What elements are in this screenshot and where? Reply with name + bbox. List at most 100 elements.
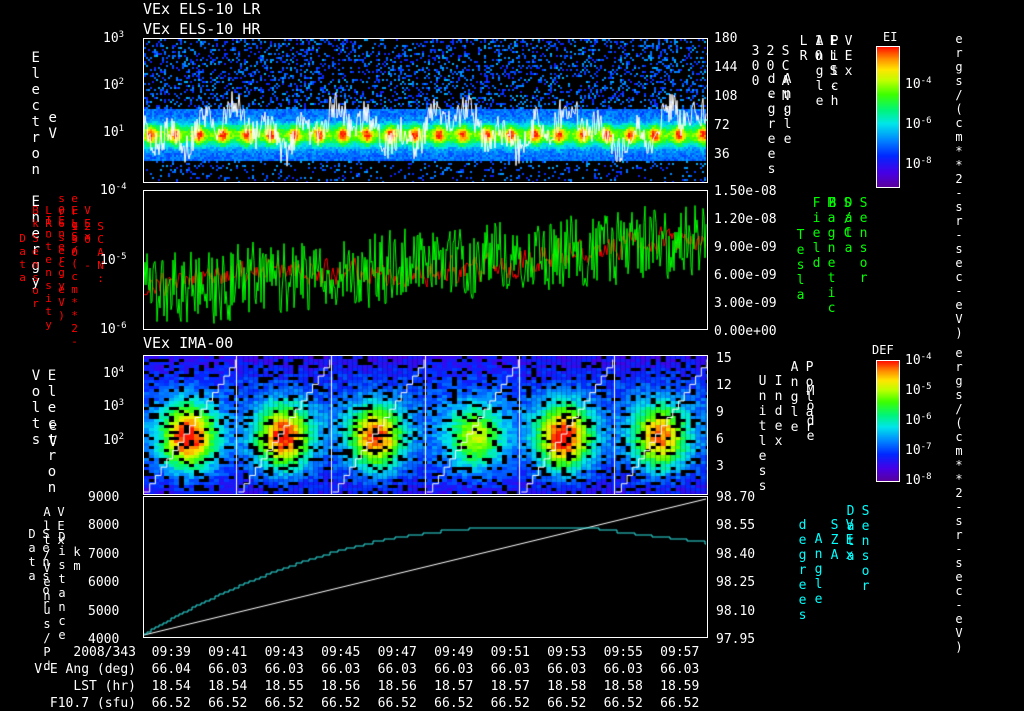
bottom-cell-lst-3: 18.56 — [321, 679, 361, 694]
panel3-cbtick-1: 10-4 — [905, 352, 932, 368]
bottom-cell-time-1: 09:41 — [208, 645, 248, 660]
panel4-rtick-1: 98.70 — [716, 490, 756, 505]
panel2-right-label-line3: Magnetic Field — [809, 196, 839, 316]
panel3-ytick-100: 102 — [103, 432, 125, 448]
panel3-title: VEx IMA-00 — [143, 334, 234, 352]
panel2-rtick-6: 0.00e+00 — [714, 324, 777, 339]
panel1-colorbar-units-text: ergs/(cm**2-sr-sec-eV) — [952, 32, 966, 340]
panel3-ytick-1000: 103 — [103, 398, 125, 414]
panel4-left-label-line4: km — [70, 545, 84, 573]
panel4-rtick-6: 97.95 — [716, 632, 756, 647]
panel4-ltick-6000: 6000 — [88, 575, 120, 590]
bottom-cell-f107-1: 66.52 — [208, 696, 248, 711]
panel4-left-label-line3: Distance — [55, 530, 69, 642]
bottom-cell-f107-9: 66.52 — [660, 696, 700, 711]
panel2-rtick-5: 3.00e-09 — [714, 296, 777, 311]
panel1-rtick-180: 180 — [714, 31, 738, 46]
bottom-cell-f107-5: 66.52 — [434, 696, 474, 711]
bottom-cell-ve_ang-7: 66.03 — [547, 662, 587, 677]
panel3-cbtick-2: 10-5 — [905, 382, 932, 398]
panel2-left-label-line2: VEx ELS-06 LR-Bk — [29, 204, 94, 256]
panel3-y-axis-label-line1: Electron Volts — [28, 368, 60, 496]
bottom-cell-lst-6: 18.57 — [490, 679, 530, 694]
panel4-left-label-line1: Sensor Data — [25, 527, 53, 611]
panel3-cbtick-5: 10-8 — [905, 472, 932, 488]
bottom-cell-lst-7: 18.58 — [547, 679, 587, 694]
bottom-cell-ve_ang-0: 66.04 — [151, 662, 191, 677]
panel4-ltick-5000: 5000 — [88, 604, 120, 619]
panel3-right-label-line3: Index — [771, 374, 786, 449]
panel2-plot-area — [143, 190, 708, 330]
panel3-rtick-3: 3 — [716, 459, 724, 474]
panel1-y-axis-label-line1: Electron Energy — [27, 50, 44, 290]
panel1-right-label-line4: degrees — [764, 72, 779, 177]
bottom-cell-lst-4: 18.56 — [377, 679, 417, 694]
panel1-colorbar-title: EI — [883, 30, 898, 44]
panel4-right-label-line2: VEx SZA — [827, 518, 857, 563]
panel2-right-label-line1: Sensor Data — [841, 196, 871, 286]
panel3-colorbar-units-text: ergs/(cm**2-sr-sec-eV) — [952, 346, 966, 654]
panel1-ytick-1000: 103 — [103, 30, 125, 46]
bottom-cell-ve_ang-2: 66.03 — [264, 662, 304, 677]
bottom-cell-ve_ang-8: 66.03 — [603, 662, 643, 677]
bottom-cell-time-5: 09:49 — [434, 645, 474, 660]
panel1-right-label-line5: SCAN: 20 - 300 — [748, 44, 793, 119]
panel2-rtick-3: 9.00e-09 — [714, 240, 777, 255]
bottom-cell-lst-5: 18.57 — [434, 679, 474, 694]
panel4-right-label-line4: degrees — [795, 518, 810, 623]
panel4-ltick-4000: 4000 — [88, 632, 120, 647]
panel1-ytick-100: 102 — [103, 77, 125, 93]
panel1-colorbar — [876, 46, 900, 188]
panel2-left-label-line3: Energy Intensity — [42, 214, 68, 331]
panel3-rtick-15: 15 — [716, 351, 732, 366]
panel4-plot-area — [143, 496, 708, 638]
panel4-right-label-line3: Angle — [811, 532, 826, 607]
bottom-row-label-2: LST (hr) — [73, 679, 136, 694]
panel1-colorbar-units: ergs/(cm**2-sr-sec-eV) — [952, 32, 980, 343]
panel4-ltick-8000: 8000 — [88, 518, 120, 533]
bottom-cell-f107-7: 66.52 — [547, 696, 587, 711]
bottom-cell-ve_ang-1: 66.03 — [208, 662, 248, 677]
panel2-ytick-1: 10-4 — [100, 182, 127, 198]
panel4-rtick-3: 98.40 — [716, 547, 756, 562]
panel2-ytick-2: 10-5 — [100, 252, 127, 268]
panel2-rtick-1: 1.50e-08 — [714, 184, 777, 199]
panel4-ltick-9000: 9000 — [88, 490, 120, 505]
bottom-cell-time-8: 09:55 — [603, 645, 643, 660]
bottom-cell-f107-4: 66.52 — [377, 696, 417, 711]
bottom-cell-lst-1: 18.54 — [208, 679, 248, 694]
panel3-cbtick-4: 10-7 — [905, 442, 932, 458]
panel1-y-axis-label: Electron Energy eV — [28, 50, 61, 290]
bottom-row-label-1: V-E Ang (deg) — [34, 662, 136, 677]
panel4-left-label-line2: VEx Alt/Venus/Pd — [40, 505, 68, 673]
panel2-rtick-4: 6.00e-09 — [714, 268, 777, 283]
panel4-rtick-5: 98.10 — [716, 604, 756, 619]
bottom-cell-time-4: 09:47 — [377, 645, 417, 660]
bottom-cell-ve_ang-9: 66.03 — [660, 662, 700, 677]
bottom-cell-f107-8: 66.52 — [603, 696, 643, 711]
bottom-cell-ve_ang-5: 66.03 — [434, 662, 474, 677]
bottom-cell-lst-0: 18.54 — [151, 679, 191, 694]
bottom-cell-lst-9: 18.59 — [660, 679, 700, 694]
bottom-row-label-0: 2008/343 — [73, 645, 136, 660]
panel2-right-label-line4: Tesla — [793, 228, 808, 303]
panel1-rtick-36: 36 — [714, 147, 730, 162]
bottom-cell-f107-2: 66.52 — [264, 696, 304, 711]
panel2-left-label-line1: Sensor Data — [16, 232, 42, 310]
bottom-cell-f107-6: 66.52 — [490, 696, 530, 711]
panel3-colorbar-units: ergs/(cm**2-sr-sec-eV) — [952, 346, 980, 657]
panel1-cbtick-2: 10-6 — [905, 116, 932, 132]
panel1-cbtick-1: 10-4 — [905, 76, 932, 92]
panel1-rtick-108: 108 — [714, 89, 738, 104]
panel2-left-label-line4: ergs/(cm**2-sr-sec-eV) — [55, 192, 81, 348]
panel4-ltick-7000: 7000 — [88, 547, 120, 562]
panel3-ytick-10000: 104 — [103, 365, 125, 381]
bottom-cell-time-2: 09:43 — [264, 645, 304, 660]
bottom-cell-ve_ang-4: 66.03 — [377, 662, 417, 677]
panel3-y-axis-label-line2: eV — [45, 418, 61, 450]
panel3-right-label-line4: Unitless — [755, 374, 770, 494]
bottom-cell-ve_ang-6: 66.03 — [490, 662, 530, 677]
panel3-rtick-12: 12 — [716, 378, 732, 393]
panel1-right-label-line1: Pitch Angle — [812, 34, 842, 109]
panel4-rtick-4: 98.25 — [716, 575, 756, 590]
